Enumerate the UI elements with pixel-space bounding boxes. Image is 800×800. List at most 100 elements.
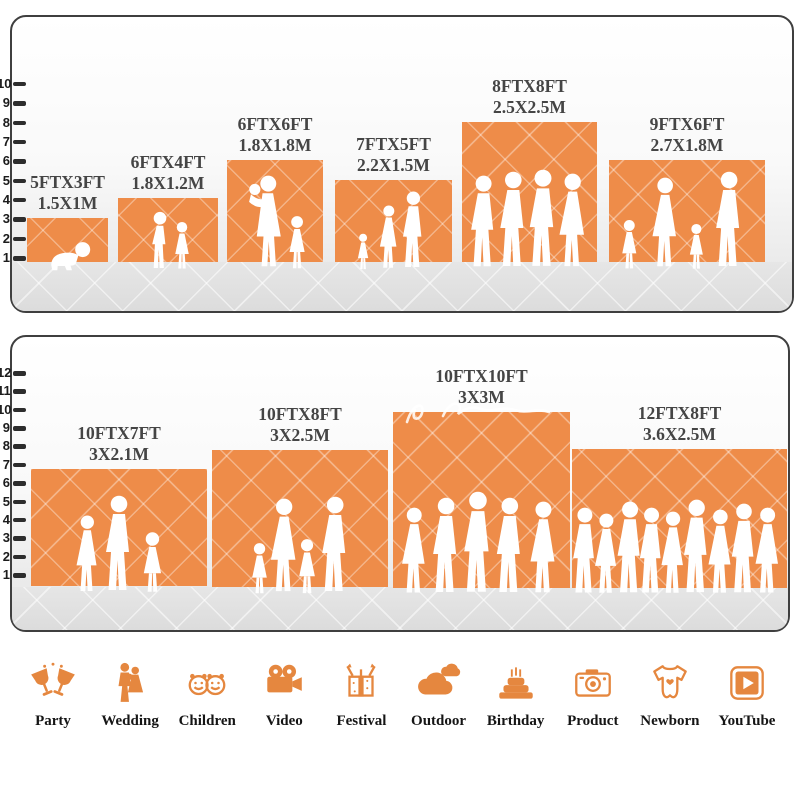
backdrop-size-label: 10FTX10FT 3X3M: [435, 366, 527, 408]
outdoor-icon: [416, 660, 462, 706]
product-icon: [570, 660, 616, 706]
person-silhouette-woman: [652, 177, 676, 267]
backdrop-people-silhouettes: [357, 191, 422, 270]
backdrop-size-label: 12FTX8FT 3.6X2.5M: [638, 403, 722, 445]
category-label: Children: [178, 713, 236, 729]
ruler-number: 3: [2, 530, 10, 546]
category-item-youtube: YouTube: [710, 660, 784, 730]
ruler-tick: [13, 101, 26, 106]
size-feet: 12FTX8FT: [637, 403, 722, 423]
size-feet: 6FTX6FT: [237, 114, 313, 134]
backdrop-size-label: 10FTX8FT 3X2.5M: [258, 404, 342, 446]
size-meters: 3X3M: [458, 387, 505, 407]
ruler-number: 2: [2, 230, 10, 246]
category-item-wedding: Wedding: [93, 660, 167, 730]
ruler-number: 11: [0, 383, 11, 399]
size-feet: 10FTX7FT: [77, 423, 161, 443]
person-silhouette-woman: [755, 507, 778, 593]
ruler-tick: [13, 256, 26, 261]
backdrop-rect: [118, 198, 218, 262]
size-feet: 5FTX3FT: [30, 172, 105, 192]
newborn-icon: [647, 660, 693, 706]
ruler-number: 8: [2, 438, 10, 454]
person-silhouette-man: [402, 191, 422, 267]
backdrop-people-silhouettes: [471, 169, 584, 267]
person-silhouette-man: [731, 503, 754, 593]
person-silhouette-woman_baby: [249, 175, 281, 267]
person-silhouette-woman: [595, 513, 617, 593]
person-silhouette-man: [433, 497, 457, 592]
backdrop-people-silhouettes: [402, 491, 555, 593]
person-silhouette-man: [617, 501, 640, 593]
person-silhouette-man: [496, 497, 520, 592]
wedding-icon: [107, 660, 153, 706]
category-label: Festival: [336, 713, 387, 729]
panel-large-backdrops: 12111098765432110FTX7FT3X2.1M10FTX8FT3X2…: [0, 335, 790, 632]
person-silhouette-man: [471, 175, 494, 267]
birthday-icon: [493, 660, 539, 706]
size-feet: 10FTX10FT: [435, 366, 528, 386]
panel-floor: [12, 587, 788, 630]
ruler-number: 6: [2, 475, 10, 491]
backdrop-rect: [227, 160, 323, 262]
ruler-tick: [13, 217, 26, 222]
backdrop-size-label: 8FTX8FT 2.5X2.5M: [492, 76, 567, 118]
category-label: Video: [265, 713, 303, 729]
ruler-tick: [13, 178, 26, 184]
backdrop-size-label: 9FTX6FT 2.7X1.8M: [650, 114, 725, 156]
ruler-number: 1: [2, 250, 10, 265]
person-silhouette-woman: [708, 509, 731, 593]
ruler-tick: [13, 81, 26, 87]
category-item-product: Product: [556, 660, 630, 730]
backdrop-size-label: 6FTX6FT 1.8X1.8M: [238, 114, 313, 156]
category-item-video: Video: [247, 660, 321, 730]
person-silhouette-girl: [143, 532, 162, 592]
person-silhouette-woman: [530, 501, 555, 593]
person-silhouette-boy: [152, 211, 167, 268]
person-silhouette-man: [322, 496, 346, 591]
person-silhouette-woman: [402, 507, 425, 593]
person-silhouette-girl: [299, 539, 315, 594]
ruler-number: 10: [0, 401, 12, 417]
ruler-tick: [13, 462, 26, 468]
ruler-number: 7: [2, 456, 10, 472]
category-label: Birthday: [486, 713, 545, 729]
ruler-number: 12: [0, 365, 12, 381]
category-label: Product: [567, 713, 619, 729]
size-meters: 3.6X2.5M: [643, 424, 716, 444]
person-silhouette-man: [464, 491, 489, 592]
size-feet: 8FTX8FT: [492, 76, 567, 96]
person-silhouette-girl: [689, 223, 703, 269]
ruler-number: 1: [2, 567, 10, 582]
backdrop-size-label: 5FTX3FT 1.5X1M: [30, 172, 105, 214]
person-silhouette-girl: [175, 222, 189, 269]
backdrop-rect: [335, 180, 452, 262]
ruler-number: 7: [2, 133, 10, 149]
ruler-tick: [13, 444, 26, 449]
watermark-script: [405, 402, 551, 424]
person-silhouette-man: [639, 507, 661, 593]
person-silhouette-girl: [357, 233, 369, 270]
person-silhouette-woman: [76, 515, 97, 591]
ruler-number: 9: [2, 420, 10, 436]
backdrop-people-silhouettes: [76, 495, 162, 592]
size-feet: 6FTX4FT: [130, 152, 206, 172]
person-silhouette-man: [106, 495, 129, 590]
person-silhouette-man: [573, 507, 594, 593]
size-feet: 10FTX8FT: [258, 404, 342, 424]
festival-icon: [338, 660, 384, 706]
ruler-number: 8: [2, 114, 10, 130]
backdrop-people-silhouettes: [51, 242, 91, 271]
category-label: Wedding: [101, 713, 159, 729]
youtube-icon: [724, 660, 770, 706]
panel-small-medium-backdrops: 10 9 8 7 6 5 4 3 2 1 5FTX3FT 1.5X1M 6FTX4FT 1.8X1.2M 6…: [0, 15, 794, 313]
category-item-festival: Festival: [324, 660, 398, 730]
backdrop-rect: [609, 160, 765, 262]
category-label: YouTube: [718, 713, 776, 729]
ruler-number: 10: [0, 75, 12, 91]
panel-floor: [12, 262, 792, 311]
person-silhouette-man: [500, 171, 524, 266]
ruler-number: 5: [2, 493, 10, 509]
person-silhouette-girl: [252, 543, 267, 594]
ruler-tick: [13, 389, 26, 394]
